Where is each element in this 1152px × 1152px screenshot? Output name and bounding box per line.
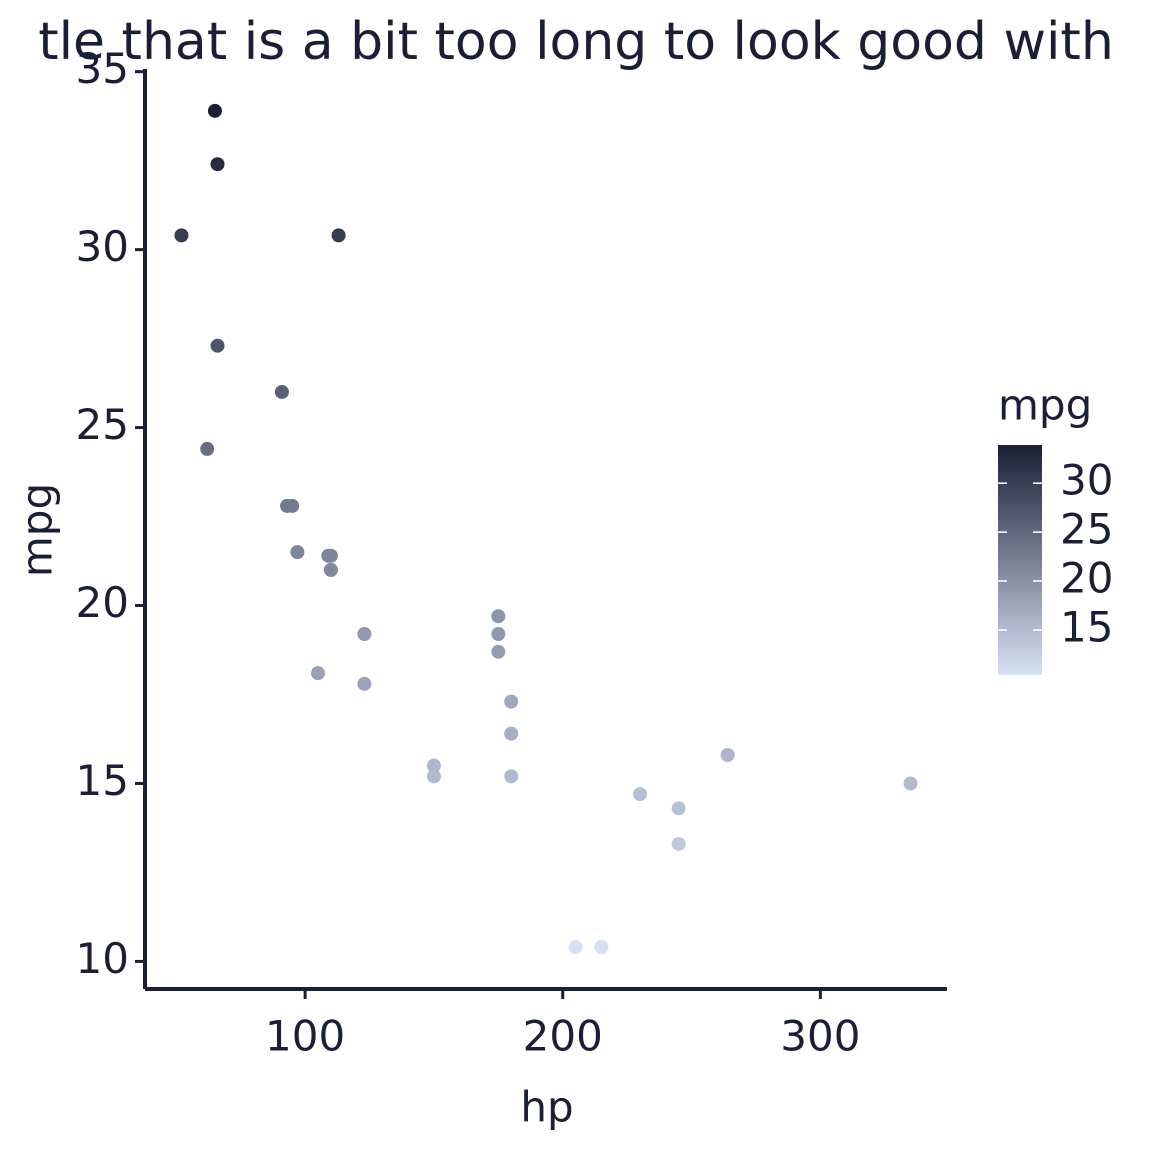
point: [331, 228, 346, 243]
point: [671, 836, 686, 851]
y-tick-label: 30: [76, 222, 129, 271]
point: [491, 609, 506, 624]
x-tick-label: 100: [265, 1012, 345, 1061]
point: [671, 801, 686, 816]
y-axis-title: mpg: [13, 483, 62, 577]
y-tick-label: 25: [76, 400, 129, 449]
point: [504, 726, 519, 741]
point: [210, 338, 225, 353]
chart-title: tle that is a bit too long to look good …: [38, 12, 1114, 72]
point: [310, 666, 325, 681]
point: [426, 758, 441, 773]
point: [426, 769, 441, 784]
point: [491, 644, 506, 659]
point: [594, 940, 609, 955]
point: [568, 940, 583, 955]
point: [321, 548, 336, 563]
y-tick-label: 10: [76, 934, 129, 983]
point: [491, 626, 506, 641]
y-tick-label: 20: [76, 578, 129, 627]
point: [290, 545, 305, 560]
x-tick-label: 300: [780, 1012, 860, 1061]
point: [903, 776, 918, 791]
legend-title: mpg: [998, 381, 1092, 430]
point: [504, 769, 519, 784]
point: [174, 228, 189, 243]
colorbar-tick-label: 25: [1060, 505, 1113, 554]
colorbar-tick-label: 15: [1060, 602, 1113, 651]
y-tick-label: 15: [76, 756, 129, 805]
point: [207, 103, 222, 118]
point: [323, 562, 338, 577]
point: [720, 747, 735, 762]
point: [357, 676, 372, 691]
point: [357, 626, 372, 641]
x-axis-title: hp: [520, 1083, 573, 1132]
point: [285, 498, 300, 513]
point: [274, 384, 289, 399]
point: [200, 441, 215, 456]
point: [633, 787, 648, 802]
x-tick-label: 200: [523, 1012, 603, 1061]
colorbar-tick-label: 30: [1060, 456, 1113, 505]
colorbar-tick-label: 20: [1060, 554, 1113, 603]
y-tick-label: 35: [76, 44, 129, 93]
point: [504, 694, 519, 709]
colorbar: [998, 445, 1042, 675]
point: [210, 157, 225, 172]
